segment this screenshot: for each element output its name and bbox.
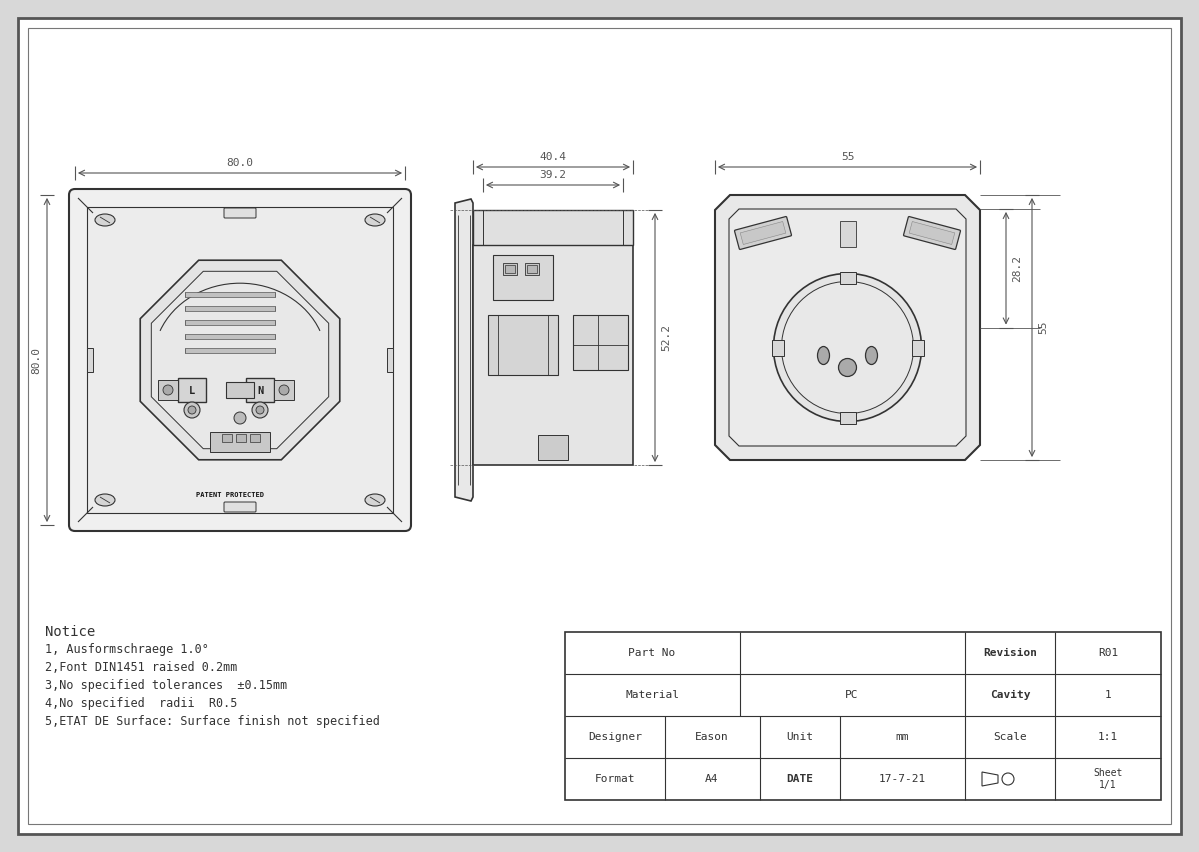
Text: DATE: DATE	[787, 774, 813, 784]
Circle shape	[163, 385, 173, 395]
Bar	[158, 380, 177, 400]
Ellipse shape	[866, 347, 878, 365]
Bar	[225, 382, 254, 398]
Text: Designer: Designer	[588, 732, 641, 742]
Bar	[185, 334, 275, 339]
Bar	[525, 263, 540, 275]
Text: Part No: Part No	[628, 648, 675, 658]
Text: 2,Font DIN1451 raised 0.2mm: 2,Font DIN1451 raised 0.2mm	[46, 661, 237, 674]
Text: 52.2: 52.2	[661, 324, 671, 351]
Bar	[275, 380, 294, 400]
Bar	[251, 434, 260, 442]
Text: 55: 55	[840, 152, 854, 162]
Bar	[505, 265, 516, 273]
Text: Revision: Revision	[983, 648, 1037, 658]
Bar	[771, 339, 783, 355]
Ellipse shape	[818, 347, 830, 365]
Circle shape	[279, 385, 289, 395]
Bar	[740, 222, 785, 245]
Text: A4: A4	[705, 774, 718, 784]
FancyBboxPatch shape	[70, 189, 411, 531]
Bar	[538, 435, 568, 460]
Bar	[504, 263, 517, 275]
Text: Material: Material	[625, 690, 679, 700]
Bar	[472, 210, 633, 245]
Ellipse shape	[364, 494, 385, 506]
Bar	[185, 320, 275, 325]
Bar	[573, 315, 628, 370]
Bar	[909, 222, 954, 245]
Bar	[839, 221, 856, 247]
Text: N: N	[257, 386, 263, 396]
Text: Cavity: Cavity	[989, 690, 1030, 700]
Text: 55: 55	[1038, 320, 1048, 334]
Text: 17-7-21: 17-7-21	[879, 774, 926, 784]
FancyBboxPatch shape	[904, 216, 960, 250]
Text: Notice: Notice	[46, 625, 95, 639]
Bar	[236, 434, 246, 442]
Text: 39.2: 39.2	[540, 170, 566, 180]
Circle shape	[234, 412, 246, 424]
Text: 1: 1	[1104, 690, 1111, 700]
Text: Unit: Unit	[787, 732, 813, 742]
Text: 1:1: 1:1	[1098, 732, 1119, 742]
Text: L: L	[189, 386, 195, 396]
Bar	[839, 412, 856, 423]
Text: Eason: Eason	[695, 732, 729, 742]
Bar	[911, 339, 923, 355]
Text: mm: mm	[896, 732, 909, 742]
Bar	[185, 306, 275, 311]
Bar	[246, 378, 275, 402]
Bar	[387, 348, 393, 372]
Ellipse shape	[95, 214, 115, 226]
Text: 5,ETAT DE Surface: Surface finish not specified: 5,ETAT DE Surface: Surface finish not sp…	[46, 715, 380, 728]
Circle shape	[183, 402, 200, 418]
Circle shape	[838, 359, 856, 377]
Bar	[565, 632, 1161, 800]
Ellipse shape	[95, 494, 115, 506]
Text: 3,No specified tolerances  ±0.15mm: 3,No specified tolerances ±0.15mm	[46, 679, 288, 692]
Circle shape	[252, 402, 269, 418]
Text: 4,No specified  radii  R0.5: 4,No specified radii R0.5	[46, 697, 237, 710]
Text: PC: PC	[845, 690, 858, 700]
Text: 1, Ausformschraege 1.0°: 1, Ausformschraege 1.0°	[46, 643, 209, 656]
Polygon shape	[151, 271, 329, 449]
Bar	[528, 265, 537, 273]
Bar	[839, 272, 856, 284]
Polygon shape	[140, 260, 339, 460]
Polygon shape	[715, 195, 980, 460]
Bar	[488, 315, 558, 375]
Text: Scale: Scale	[993, 732, 1026, 742]
Bar	[493, 255, 553, 300]
Text: Format: Format	[595, 774, 635, 784]
Bar	[88, 348, 94, 372]
FancyBboxPatch shape	[224, 502, 257, 512]
Bar	[177, 378, 206, 402]
Circle shape	[188, 406, 195, 414]
Text: PATENT PROTECTED: PATENT PROTECTED	[195, 492, 264, 498]
Text: 80.0: 80.0	[227, 158, 253, 168]
Circle shape	[257, 406, 264, 414]
Text: 40.4: 40.4	[540, 152, 566, 162]
Bar	[472, 245, 633, 465]
FancyBboxPatch shape	[224, 208, 257, 218]
Bar	[210, 432, 270, 452]
Circle shape	[773, 273, 922, 422]
Bar	[185, 292, 275, 297]
Polygon shape	[454, 199, 472, 501]
Text: Sheet
1/1: Sheet 1/1	[1093, 769, 1122, 790]
Ellipse shape	[364, 214, 385, 226]
Text: R01: R01	[1098, 648, 1119, 658]
Circle shape	[782, 281, 914, 413]
Text: 28.2: 28.2	[1012, 255, 1022, 282]
Text: 80.0: 80.0	[31, 347, 41, 373]
Bar	[185, 348, 275, 353]
FancyBboxPatch shape	[735, 216, 791, 250]
Bar	[222, 434, 231, 442]
Bar	[88, 207, 393, 513]
Bar	[565, 632, 1161, 800]
Polygon shape	[729, 209, 966, 446]
